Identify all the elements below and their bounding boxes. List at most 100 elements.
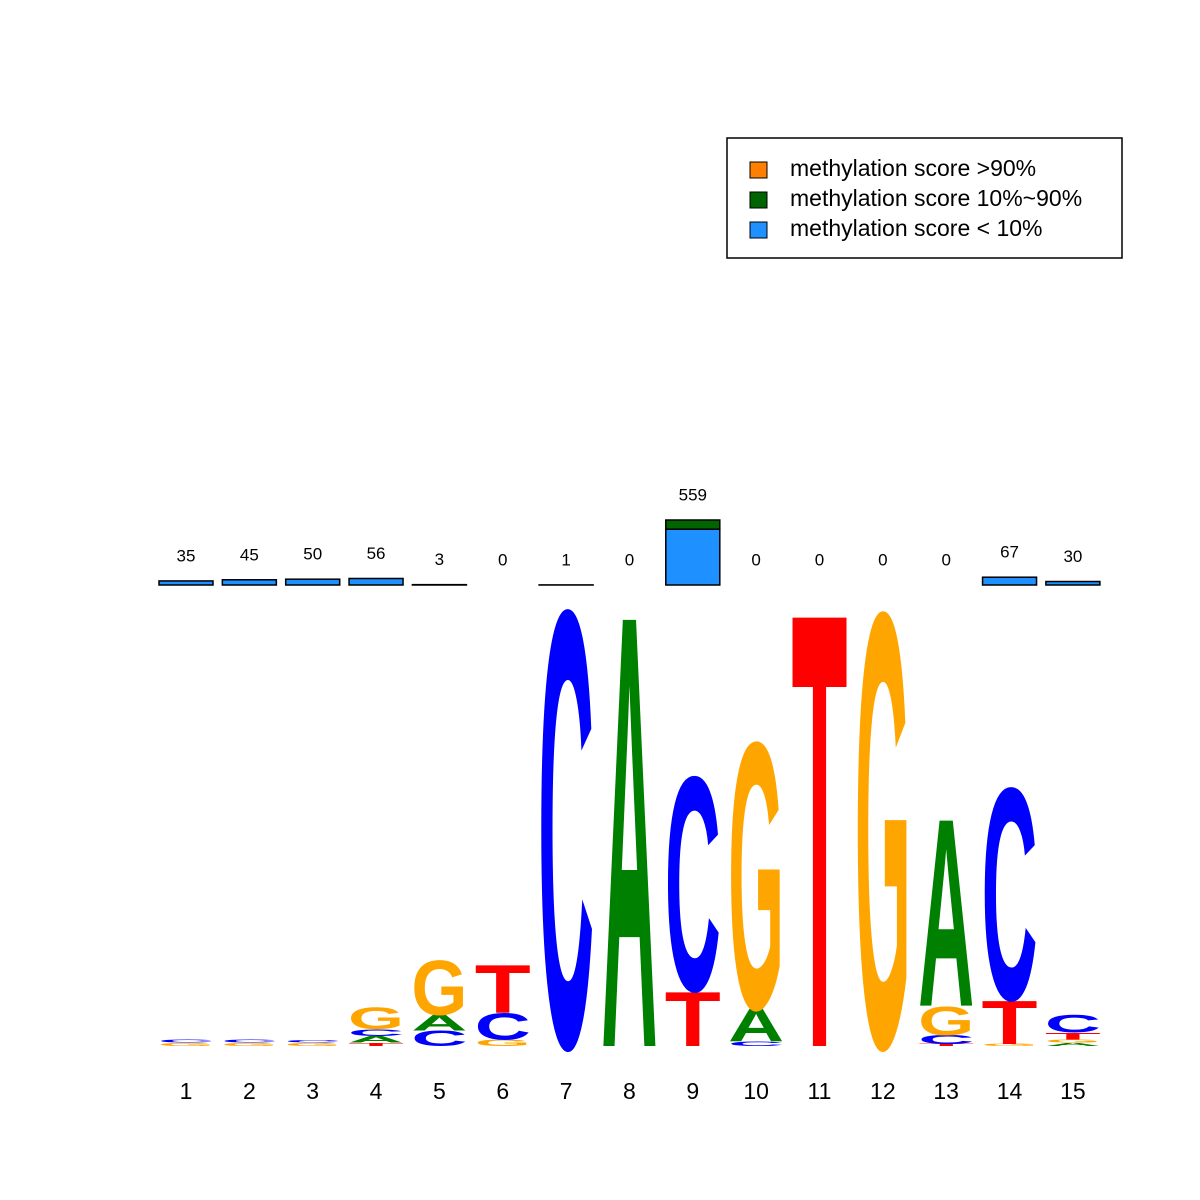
legend-swatch — [749, 191, 768, 209]
logo-letter-group: G — [348, 1001, 404, 1036]
logo-letter-group: C — [665, 714, 721, 1056]
x-tick-label: 5 — [433, 1078, 446, 1104]
logo-letter: T — [982, 987, 1038, 1058]
logo-letter-group: G — [475, 1038, 531, 1048]
logo-letter: C — [982, 724, 1038, 1064]
logo-letter: C — [285, 1040, 341, 1043]
logo-letter-group: C — [728, 1040, 784, 1047]
logo-letter-group: A — [411, 1011, 467, 1036]
legend-box — [726, 137, 1123, 259]
legend-label: methylation score < 10% — [790, 215, 1043, 241]
logo-letter-group: C — [918, 1033, 974, 1047]
methylation-bar — [1045, 580, 1101, 586]
logo-letter: T — [1045, 1031, 1101, 1041]
legend-label: methylation score >90% — [790, 155, 1036, 181]
logo-letter-group: G — [728, 663, 784, 1090]
logo-letter-group: G — [855, 483, 911, 1178]
logo-letter: C — [158, 1038, 214, 1043]
count-label: 67 — [1000, 543, 1019, 562]
logo-letter: T — [792, 483, 848, 1178]
logo-letter: C — [411, 1026, 467, 1051]
count-label: 0 — [498, 550, 507, 569]
logo-letter-group: T — [665, 976, 721, 1063]
logo-letter-group: T — [1045, 1031, 1101, 1041]
logo-letter-group: C — [982, 724, 1038, 1064]
logo-letter-group: T — [792, 483, 848, 1178]
x-tick-label: 2 — [243, 1078, 256, 1104]
logo-letter: C — [1045, 1010, 1101, 1038]
logo-letter: T — [918, 1043, 974, 1046]
logo-letter: C — [728, 1040, 784, 1047]
logo-letter-group: G — [1045, 1038, 1101, 1043]
x-tick-label: 11 — [808, 1078, 832, 1104]
logo-letter: G — [348, 1001, 404, 1036]
logo-letter-group: T — [348, 1042, 404, 1047]
x-tick-label: 13 — [933, 1078, 959, 1104]
x-tick-label: 3 — [306, 1078, 319, 1104]
logo-letter: A — [348, 1034, 404, 1044]
count-label: 35 — [177, 546, 196, 565]
x-tick-label: 1 — [180, 1078, 193, 1104]
count-label: 0 — [878, 550, 887, 569]
logo-letter: G — [158, 1042, 214, 1047]
logo-letter: G — [475, 1038, 531, 1048]
logo-letter-group: T — [982, 987, 1038, 1058]
count-label: 30 — [1063, 547, 1082, 566]
logo-letter-group: A — [1045, 1042, 1101, 1047]
logo-letter: A — [601, 486, 657, 1178]
logo-letter: G — [221, 1042, 277, 1047]
count-label: 56 — [367, 544, 386, 563]
logo-letter: C — [475, 1006, 531, 1048]
logo-letter-group: A — [348, 1034, 404, 1044]
methylation-bar — [284, 578, 341, 586]
logo-letter-group: C — [348, 1028, 404, 1038]
logo-letter-group: G — [411, 945, 467, 1032]
legend-label: methylation score 10%~90% — [790, 185, 1082, 211]
logo-letter-group: A — [728, 999, 784, 1052]
logo-letter: G — [1045, 1038, 1101, 1043]
logo-letter: T — [348, 1042, 404, 1047]
logo-letter-group: G — [982, 1043, 1038, 1046]
count-label: 0 — [625, 550, 634, 569]
count-label: 0 — [815, 550, 824, 569]
methylation-bar — [665, 519, 721, 530]
logo-letter-group: G — [285, 1042, 341, 1047]
x-tick-label: 7 — [560, 1078, 573, 1104]
logo-letter-group: C — [1045, 1010, 1101, 1038]
logo-letter: T — [475, 951, 531, 1028]
legend-swatch — [749, 221, 768, 239]
logo-letter-group: G — [918, 999, 974, 1044]
count-label: 3 — [435, 550, 444, 569]
logo-letter: C — [918, 1033, 974, 1047]
logo-letter: G — [855, 483, 911, 1178]
legend-swatch — [749, 161, 768, 179]
logo-letter-group: A — [918, 763, 974, 1064]
methylation-bar — [221, 579, 278, 586]
logo-letter-group: C — [475, 1006, 531, 1048]
logo-letter-group: A — [601, 486, 657, 1178]
x-tick-label: 8 — [623, 1078, 636, 1104]
logo-letter: G — [411, 945, 467, 1032]
logo-letter: A — [1045, 1042, 1101, 1047]
methylation-bar — [348, 577, 404, 586]
logo-letter: T — [665, 976, 721, 1063]
x-tick-label: 12 — [870, 1078, 896, 1104]
methylation-bar — [158, 580, 214, 586]
x-tick-label: 15 — [1060, 1078, 1086, 1104]
count-label: 0 — [941, 550, 950, 569]
logo-letter-group: C — [538, 479, 594, 1179]
methylation-bar — [665, 528, 721, 586]
logo-letter: A — [411, 1011, 467, 1036]
logo-letter: A — [728, 999, 784, 1052]
logo-letter-group: G — [158, 1042, 214, 1047]
logo-letter: G — [918, 999, 974, 1044]
logo-letter-group: C — [411, 1026, 467, 1051]
count-label: 50 — [303, 545, 322, 564]
x-tick-label: 6 — [496, 1078, 509, 1104]
count-label: 559 — [679, 485, 707, 504]
x-tick-label: 4 — [370, 1078, 383, 1104]
logo-letter: A — [918, 763, 974, 1064]
logo-letter-group: T — [918, 1043, 974, 1046]
logo-letter: G — [285, 1042, 341, 1047]
x-tick-label: 9 — [686, 1078, 699, 1104]
